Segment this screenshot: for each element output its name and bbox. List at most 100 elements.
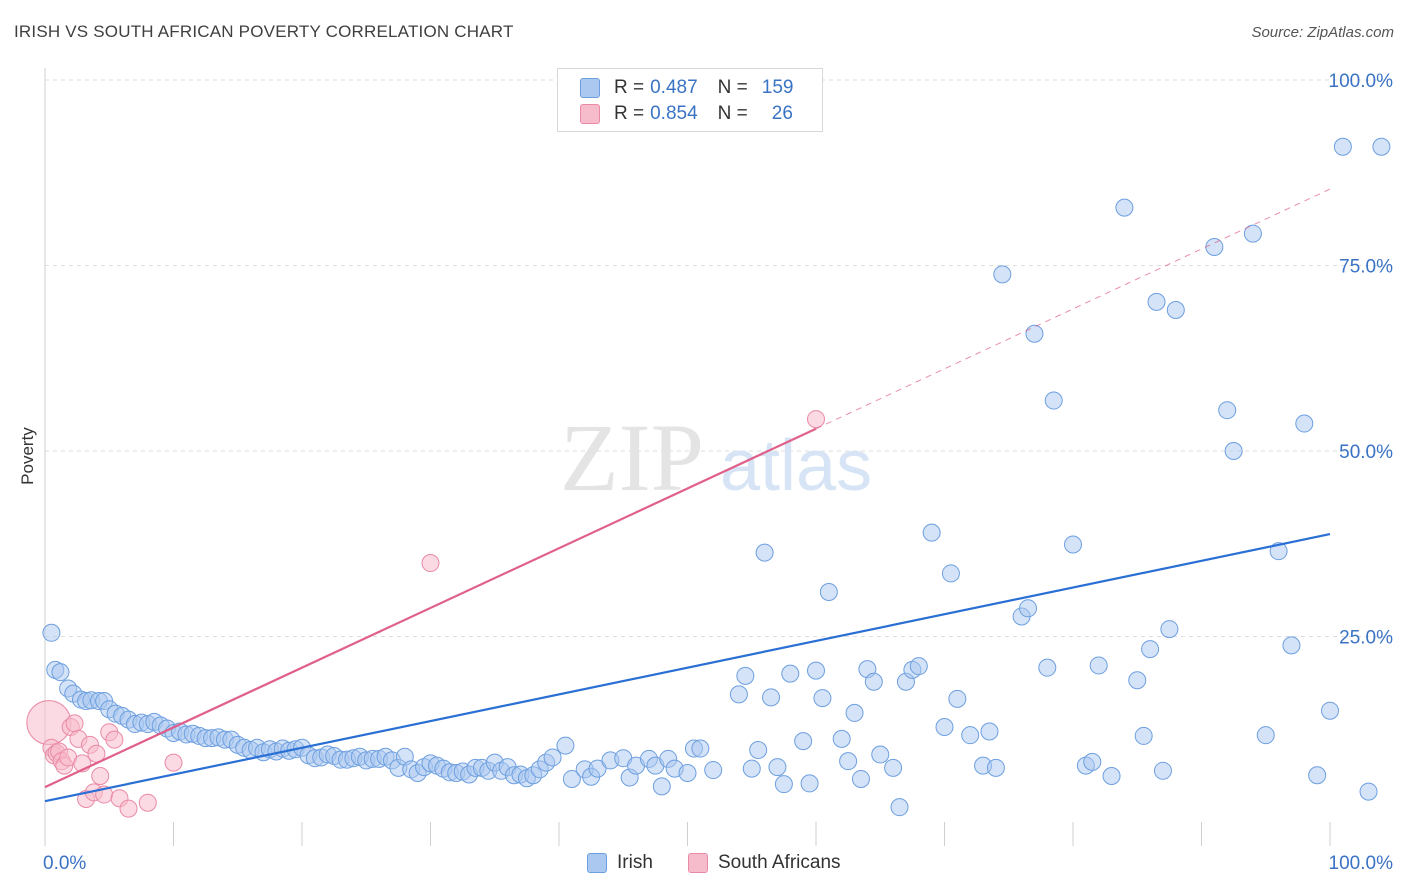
irish-point <box>1224 442 1243 460</box>
irish-point <box>922 523 941 542</box>
irish-point <box>1019 599 1038 618</box>
south-africans-point <box>91 766 110 785</box>
y-tick-label: 100.0% <box>1329 71 1394 92</box>
irish-point <box>704 761 723 780</box>
grid-layer <box>45 79 1392 637</box>
south-africans-point <box>807 410 825 429</box>
irish-point <box>1128 671 1147 690</box>
irish-point <box>1282 636 1301 655</box>
irish-point <box>1243 224 1262 243</box>
irish-point <box>1321 701 1339 720</box>
n-value: 26 <box>771 103 793 124</box>
irish-swatch <box>580 78 600 98</box>
irish-point <box>941 564 960 583</box>
y-tick-label: 50.0% <box>1339 442 1393 463</box>
irish-point <box>588 759 607 778</box>
irish-point <box>678 764 697 783</box>
irish-trend-line <box>44 533 1331 803</box>
south-africans-swatch <box>580 104 600 124</box>
legend-row-irish: R = 0.487 N = 159 <box>580 77 793 99</box>
irish-point <box>845 703 864 722</box>
irish-point <box>819 582 838 601</box>
legend-row-south-africans: R = 0.854 N = 26 <box>580 103 793 125</box>
axis-labels: 25.0% 50.0% 75.0% 100.0% 0.0% 100.0% Poverty <box>18 71 1393 874</box>
y-tick-label: 25.0% <box>1339 628 1393 649</box>
irish-point <box>729 685 748 704</box>
irish-point <box>1025 324 1044 343</box>
irish-point <box>556 736 575 755</box>
irish-point <box>1147 292 1166 311</box>
irish-point <box>1166 301 1185 320</box>
south-africans-point <box>105 730 124 749</box>
south-africans-point <box>65 714 84 733</box>
irish-point <box>1134 726 1153 745</box>
irish-point <box>871 745 890 764</box>
south-africans-point <box>164 753 183 772</box>
watermark: ZIP atlas <box>560 404 872 511</box>
legend-label-irish: Irish <box>617 852 653 873</box>
y-tick-label: 75.0% <box>1339 257 1393 278</box>
r-label: R = <box>614 77 645 98</box>
x-tick-label: 0.0% <box>43 853 86 874</box>
south-africans-points <box>26 410 825 818</box>
irish-point <box>1333 137 1352 156</box>
irish-point <box>1308 766 1327 785</box>
r-label: R = <box>614 103 645 124</box>
stats-legend: R = 0.487 N = 159 R = 0.854 N = 26 <box>557 68 823 132</box>
irish-point <box>948 689 967 708</box>
source-label: Source: ZipAtlas.com <box>1251 24 1394 41</box>
irish-point <box>562 769 581 788</box>
irish-points <box>42 137 1391 817</box>
x-tick-label: 100.0% <box>1329 853 1394 874</box>
south-africans-point <box>421 554 440 573</box>
legend-label-south-africans: South Africans <box>718 852 841 873</box>
irish-point <box>652 777 671 796</box>
irish-point <box>768 758 787 777</box>
watermark-zip: ZIP <box>560 404 704 511</box>
irish-point <box>851 769 870 788</box>
irish-point <box>961 726 980 745</box>
n-value: 159 <box>761 77 794 98</box>
irish-point <box>986 758 1005 777</box>
irish-point <box>993 265 1012 284</box>
irish-point <box>749 741 768 760</box>
irish-point <box>832 729 851 748</box>
r-value: 0.487 <box>650 77 698 98</box>
irish-point <box>774 775 793 794</box>
irish-point <box>543 748 562 767</box>
irish-point <box>1044 391 1063 410</box>
irish-point <box>755 543 774 562</box>
series-legend: Irish South Africans <box>0 852 1406 878</box>
r-value: 0.854 <box>650 103 698 124</box>
irish-point <box>1089 656 1108 675</box>
irish-point <box>1295 414 1314 433</box>
irish-swatch <box>587 853 607 873</box>
irish-point <box>1372 137 1391 156</box>
irish-point <box>1269 542 1288 561</box>
irish-point <box>736 666 755 685</box>
legend-item-irish[interactable]: Irish <box>587 852 653 874</box>
irish-point <box>1083 752 1102 771</box>
irish-point <box>935 718 954 737</box>
legend-item-south-africans[interactable]: South Africans <box>688 852 841 874</box>
irish-point <box>1102 766 1121 785</box>
irish-point <box>1153 761 1172 780</box>
irish-point <box>794 732 813 751</box>
south-africans-point <box>119 799 138 818</box>
irish-point <box>890 798 909 817</box>
irish-point <box>864 672 883 691</box>
irish-point <box>1115 198 1134 217</box>
watermark-atlas: atlas <box>720 426 872 506</box>
irish-point <box>1038 658 1057 677</box>
irish-point <box>1141 640 1160 659</box>
irish-point <box>1160 620 1179 639</box>
n-label: N = <box>717 103 748 124</box>
irish-point <box>1218 401 1237 420</box>
chart-title: IRISH VS SOUTH AFRICAN POVERTY CORRELATI… <box>14 22 514 41</box>
trend-lines <box>44 188 1331 803</box>
irish-point <box>1205 237 1224 256</box>
irish-point <box>691 739 710 758</box>
axes-layer <box>44 68 1331 846</box>
irish-point <box>1359 782 1378 801</box>
